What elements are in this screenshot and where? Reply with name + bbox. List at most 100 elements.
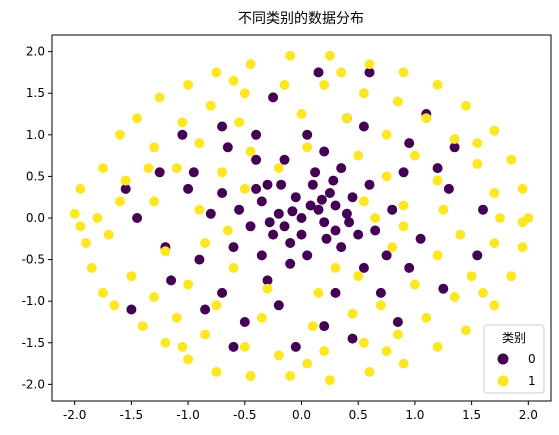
x-tick-label: -1.0 (176, 408, 199, 422)
data-point-class-1 (262, 283, 273, 294)
data-point-class-1 (149, 142, 160, 153)
data-point-class-0 (319, 146, 330, 157)
data-point-class-1 (126, 271, 137, 282)
data-point-class-0 (251, 183, 262, 194)
data-point-class-0 (330, 200, 341, 211)
x-tick-label: 1.5 (462, 408, 481, 422)
data-point-class-0 (443, 183, 454, 194)
data-point-class-1 (103, 229, 114, 240)
data-point-class-0 (330, 225, 341, 236)
data-point-class-1 (256, 312, 267, 323)
data-point-class-1 (489, 125, 500, 136)
data-point-class-0 (398, 167, 409, 178)
data-point-class-0 (324, 188, 335, 198)
data-point-class-1 (324, 50, 335, 61)
data-point-class-0 (319, 321, 330, 332)
data-point-class-0 (251, 154, 262, 165)
data-point-class-1 (171, 163, 182, 174)
data-point-class-1 (517, 183, 528, 194)
data-point-class-0 (353, 229, 364, 240)
data-point-class-1 (211, 300, 222, 311)
data-point-class-0 (319, 217, 330, 228)
data-point-class-1 (211, 67, 222, 78)
data-point-class-1 (319, 346, 330, 357)
data-point-class-1 (239, 88, 250, 99)
data-point-class-1 (154, 92, 165, 103)
data-point-class-1 (506, 271, 517, 282)
data-point-class-1 (177, 341, 188, 352)
data-point-class-1 (98, 287, 108, 298)
data-point-class-1 (239, 341, 250, 352)
data-point-class-1 (75, 183, 86, 194)
data-point-class-1 (245, 371, 256, 381)
data-point-class-1 (211, 366, 222, 377)
data-point-class-0 (256, 250, 267, 261)
data-point-class-0 (302, 250, 313, 261)
data-point-class-1 (313, 287, 324, 298)
data-point-class-0 (268, 92, 279, 103)
data-point-class-0 (273, 300, 284, 311)
legend: 类别 0 1 (483, 324, 545, 394)
data-point-class-0 (132, 213, 143, 223)
data-point-class-1 (421, 113, 432, 124)
data-point-class-0 (358, 262, 369, 273)
data-point-class-1 (392, 329, 403, 340)
data-point-class-1 (307, 321, 318, 332)
data-point-class-1 (432, 79, 443, 90)
data-point-class-0 (276, 179, 287, 190)
data-point-class-0 (166, 275, 177, 286)
data-point-class-0 (287, 206, 298, 217)
data-point-class-0 (336, 242, 347, 253)
data-point-class-1 (296, 109, 307, 119)
x-tick-label: -0.5 (233, 408, 256, 422)
y-tick-label: 1.5 (26, 86, 45, 100)
data-point-class-0 (307, 179, 318, 190)
chart-title: 不同类别的数据分布 (238, 11, 364, 27)
data-point-class-0 (375, 287, 386, 298)
y-tick-label: 2.0 (26, 45, 45, 59)
data-point-class-1 (336, 67, 347, 78)
data-point-class-0 (262, 179, 273, 190)
data-point-class-0 (347, 192, 358, 203)
data-point-class-1 (228, 75, 239, 86)
data-point-class-1 (279, 79, 290, 90)
data-point-class-0 (120, 183, 131, 194)
data-point-class-1 (302, 142, 313, 153)
data-point-class-1 (217, 167, 228, 178)
data-point-class-1 (222, 225, 233, 236)
data-point-class-1 (330, 262, 341, 273)
data-point-class-0 (290, 341, 301, 352)
data-point-class-0 (313, 204, 324, 215)
data-point-class-0 (217, 121, 228, 132)
data-point-class-0 (392, 317, 403, 327)
data-point-class-1 (347, 308, 358, 319)
data-point-class-0 (222, 142, 233, 153)
data-point-class-1 (449, 134, 460, 144)
data-point-class-1 (438, 204, 449, 215)
data-point-class-1 (460, 325, 471, 336)
data-point-class-1 (183, 279, 194, 290)
x-tick-label: -2.0 (63, 408, 86, 422)
data-point-class-0 (285, 258, 296, 269)
data-point-class-1 (466, 271, 477, 282)
data-point-class-1 (98, 163, 108, 174)
data-point-class-1 (432, 175, 443, 186)
x-tick-label: 0.0 (292, 408, 311, 422)
data-point-class-1 (381, 129, 392, 140)
data-point-class-0 (310, 167, 321, 178)
data-point-class-1 (177, 117, 188, 128)
x-axis: -2.0 -1.5 -1.0 -0.5 0.0 0.5 1.0 1.5 2.0 (63, 401, 538, 422)
data-point-class-1 (92, 213, 103, 223)
x-tick-label: 0.5 (349, 408, 368, 422)
data-point-class-1 (205, 100, 216, 111)
data-point-class-1 (132, 113, 143, 124)
data-point-class-1 (432, 250, 443, 261)
data-point-class-0 (364, 179, 375, 190)
legend-marker-0 (497, 353, 509, 365)
data-point-class-0 (302, 129, 313, 140)
data-point-class-1 (460, 100, 471, 111)
data-point-class-1 (449, 292, 460, 302)
points-layer (69, 50, 534, 386)
data-point-class-1 (341, 113, 352, 124)
data-point-class-0 (336, 163, 347, 174)
